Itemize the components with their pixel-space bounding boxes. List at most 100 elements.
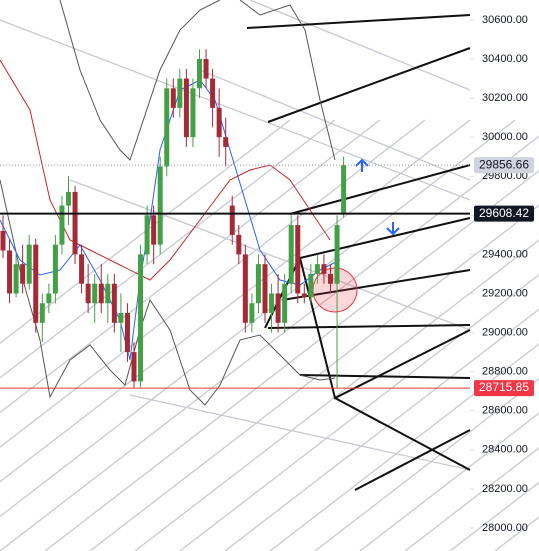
candle-body: [105, 283, 111, 304]
candle-body: [39, 303, 45, 323]
fan-line: [0, 119, 426, 448]
pitchfork-line: [299, 217, 471, 259]
pitchfork-line: [267, 324, 471, 329]
arrow-up: [355, 158, 369, 172]
candle-body: [255, 264, 261, 304]
candle-body: [275, 293, 281, 323]
y-tick-label: 28600.00: [482, 405, 528, 417]
candle-body: [33, 244, 39, 323]
candle-body: [46, 293, 52, 304]
fan-line: [404, 447, 539, 551]
upper-band: [59, 0, 336, 161]
fan-line: [0, 119, 291, 345]
y-tick-label: 29200.00: [482, 287, 528, 299]
level-label-box: [474, 205, 534, 222]
candle-body: [131, 352, 137, 382]
candle-body: [138, 254, 144, 382]
candle-body: [177, 78, 183, 108]
candle-body: [118, 313, 124, 323]
fan-line: [0, 19, 471, 201]
fan-line: [69, 179, 471, 331]
candle-body: [295, 225, 301, 294]
y-tick-label: 30400.00: [482, 53, 528, 65]
candle-body: [223, 137, 229, 147]
candle-body: [236, 234, 242, 255]
pitchfork-line: [299, 374, 471, 379]
candle-body: [183, 78, 189, 138]
candle-body: [164, 88, 170, 167]
candle-body: [314, 264, 320, 274]
candle-body: [203, 59, 209, 79]
candle-body: [282, 283, 288, 323]
candle-body: [85, 283, 91, 304]
candle-body: [210, 78, 216, 108]
fan-line: [134, 239, 539, 551]
candle-body: [144, 215, 150, 255]
y-tick-label: 28800.00: [482, 366, 528, 378]
fan-line: [269, 343, 539, 551]
candle-body: [66, 191, 71, 206]
candle-body: [197, 59, 202, 89]
fan-line: [0, 119, 471, 483]
y-tick-label: 28200.00: [482, 483, 528, 495]
fan-line: [314, 377, 539, 551]
y-tick-label: 29400.00: [482, 248, 528, 260]
pitchfork-line: [246, 14, 471, 29]
fan-line: [249, 0, 471, 91]
moving-average-fast: [0, 79, 341, 361]
candle-body: [249, 303, 255, 323]
candle-body: [13, 264, 19, 294]
candle-body: [26, 244, 32, 284]
candle-body: [92, 283, 98, 304]
last-price-label-box: [474, 157, 534, 174]
y-tick-label: 28000.00: [482, 522, 528, 534]
fan-line: [44, 169, 539, 551]
level-label: 29608.42: [479, 206, 529, 220]
fan-line: [0, 119, 381, 414]
candle-body: [288, 225, 294, 284]
candle-body: [157, 166, 163, 245]
candle-body: [124, 313, 130, 353]
candle-body: [170, 88, 176, 108]
y-tick-label: 30000.00: [482, 131, 528, 143]
candle-body: [111, 283, 117, 323]
low-label: 28715.85: [479, 380, 529, 394]
candle-body: [7, 250, 13, 294]
pitchfork-line: [289, 164, 471, 215]
fan-line: [0, 119, 336, 379]
fan-line: [89, 204, 539, 551]
candle-body: [190, 88, 196, 138]
y-tick-label: 30200.00: [482, 92, 528, 104]
y-tick-label: 30600.00: [482, 14, 528, 26]
candle-body: [328, 273, 333, 284]
fan-line: [0, 119, 516, 518]
candle-body: [151, 215, 157, 245]
pitchfork-line: [354, 429, 471, 491]
candle-body: [59, 205, 65, 245]
fan-line: [129, 394, 471, 471]
low-label-box: [474, 380, 534, 397]
candle-body: [269, 293, 275, 314]
candle-body: [0, 230, 6, 251]
candle-body: [79, 254, 85, 284]
pitchfork-lines: [246, 14, 471, 491]
y-tick-label: 28400.00: [482, 444, 528, 456]
candle-body: [308, 273, 314, 298]
candle-body: [72, 191, 78, 255]
candle-body: [216, 107, 222, 138]
y-tick-label: 29000.00: [482, 326, 528, 338]
lower-band: [0, 179, 336, 406]
candle-body: [262, 264, 268, 314]
candle-body: [321, 264, 327, 274]
pitchfork-line: [267, 47, 471, 123]
candle-body: [242, 254, 248, 323]
candle-body: [20, 264, 26, 284]
candle-body: [301, 293, 307, 298]
fan-line: [224, 308, 539, 551]
fan-line: [359, 412, 539, 551]
fan-line: [199, 69, 471, 181]
candle-body: [52, 244, 58, 294]
candle-body: [341, 165, 347, 214]
